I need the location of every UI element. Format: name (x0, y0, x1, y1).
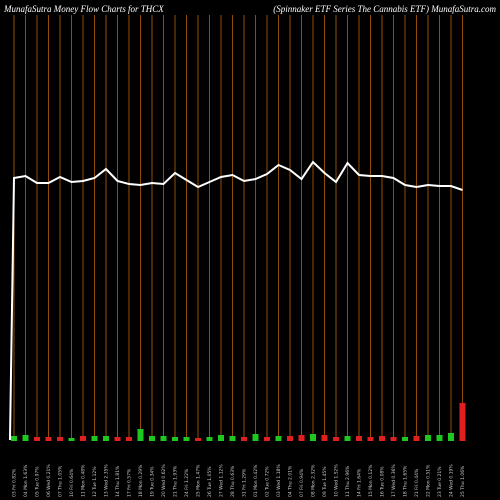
x-tick-label: 04 Thu 2.01% (288, 465, 294, 497)
x-tick-label: 18 Mon 0.29% (138, 464, 144, 497)
x-tick-label: 06 Wed 0.21% (46, 464, 52, 497)
x-tick-label: 22 Mon 0.51% (426, 464, 432, 497)
bar (103, 436, 109, 441)
bar (436, 435, 443, 441)
chart-title: MunafaSutra Money Flow Charts for THCX (3, 4, 164, 14)
bar (183, 437, 190, 441)
bar (57, 437, 63, 441)
x-tick-label: 31 Fri 1.29% (242, 468, 248, 497)
x-tick-label: 10 Fri 0.64% (69, 468, 75, 497)
bar (114, 437, 121, 441)
x-tick-label: 21 Fri 0.44% (414, 468, 420, 497)
x-tick-label: 07 Fri 0.94% (299, 468, 305, 497)
x-tick-label: 01 Mon 0.42% (253, 464, 259, 497)
bar (298, 435, 305, 441)
bar (137, 429, 144, 441)
bar (206, 437, 213, 441)
bar (80, 436, 86, 441)
bar (45, 437, 52, 441)
price-line (8, 160, 463, 441)
bar (11, 436, 17, 441)
bar (310, 434, 316, 441)
x-tick-label: 17 Fri 0.57% (127, 468, 133, 497)
bar (241, 437, 247, 441)
x-tick-label: 24 Fri 1.22% (184, 468, 190, 497)
x-tick-label: 28 Thu 0.63% (230, 465, 236, 497)
bar (275, 436, 282, 441)
bar (413, 436, 420, 441)
x-tick-label: 20 Wed 0.62% (161, 464, 167, 497)
bar (344, 436, 351, 441)
x-tick-label: 23 Tue 0.21% (437, 466, 443, 497)
bar (229, 436, 236, 441)
x-tick-label: 12 Tue 1.12% (92, 466, 98, 497)
x-tick-label: 19 Tue 0.34% (150, 466, 156, 497)
bar (68, 438, 75, 441)
bar (402, 437, 408, 441)
x-tick-label: 27 Wed 1.12% (219, 464, 225, 497)
bar (34, 437, 40, 441)
bar (149, 436, 155, 441)
x-tick-label: 08 Mon 2.32% (311, 464, 317, 497)
bar (459, 403, 466, 441)
x-tick-label: 25 Thu 1.06% (460, 465, 466, 497)
bar (448, 433, 454, 441)
bar (425, 435, 431, 441)
x-tick-label: 03 Wed 1.18% (276, 464, 282, 497)
bar (356, 436, 362, 441)
bar (218, 435, 224, 441)
x-tick-label: 11 Thu 2.96% (345, 465, 351, 497)
x-tick-label: 11 Mon 0.48% (81, 464, 87, 497)
bar (321, 435, 328, 441)
x-tick-label: 10 Wed 1.52% (334, 464, 340, 497)
x-tick-label: 26 Tue 1.05% (207, 466, 213, 497)
x-tick-label: 05 Tue 0.97% (35, 466, 41, 497)
bar (367, 437, 374, 441)
x-tick-label: 09 Tue 1.45% (322, 466, 328, 497)
bar (252, 434, 259, 441)
bar (333, 437, 339, 441)
x-tick-label: 03 Fri 0.82% (12, 468, 18, 497)
x-tick-label: 24 Wed 0.19% (449, 464, 455, 497)
x-tick-label: 21 Thu 1.93% (173, 465, 179, 497)
bar (160, 436, 167, 441)
x-tick-label: 14 Thu 1.81% (115, 465, 121, 497)
chart-subtitle: (Spinnaker ETF Series The Cannabis ETF) … (273, 4, 496, 14)
x-tick-label: 16 Tue 0.08% (380, 466, 386, 497)
x-tick-label: 02 Tue 0.72% (265, 466, 271, 497)
x-tick-label: 17 Wed 0.36% (391, 464, 397, 497)
x-tick-label: 07 Thu 1.05% (58, 465, 64, 497)
bar (195, 438, 201, 441)
x-tick-label: 14 Fri 1.64% (357, 468, 363, 497)
x-tick-label: 04 Mon 1.63% (23, 464, 29, 497)
bar (390, 437, 397, 441)
x-tick-label: 25 Mon 1.47% (196, 464, 202, 497)
bar (264, 437, 270, 441)
x-tick-label: 18 Thu 1.65% (403, 465, 409, 497)
x-tick-label: 13 Wed 2.35% (104, 464, 110, 497)
bar (287, 436, 293, 441)
bar (91, 436, 98, 441)
bar (172, 437, 178, 441)
x-tick-label: 15 Mon 0.12% (368, 464, 374, 497)
bar (126, 437, 132, 441)
bar (379, 436, 385, 441)
bar (22, 435, 29, 441)
